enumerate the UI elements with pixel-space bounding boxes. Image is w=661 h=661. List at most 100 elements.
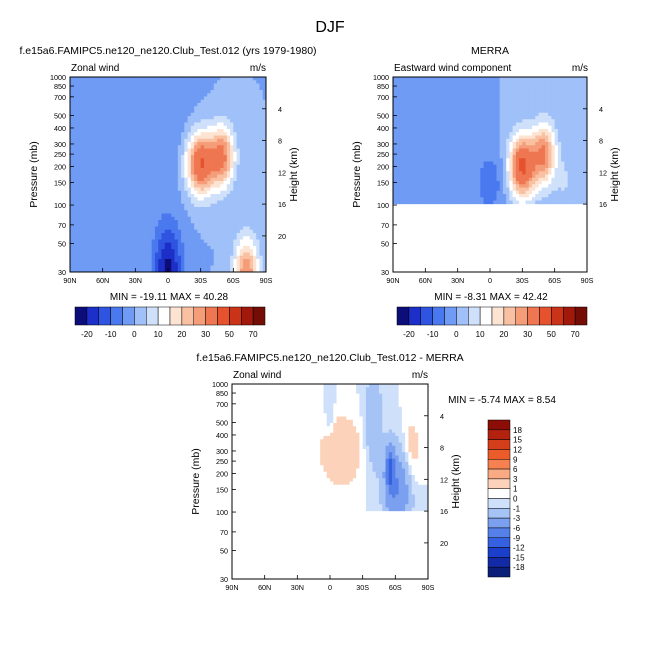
field-cell	[96, 171, 100, 175]
field-cell	[490, 122, 494, 127]
field-cell	[412, 109, 417, 114]
field-cell	[217, 200, 221, 205]
field-cell	[447, 109, 452, 114]
field-cell	[164, 181, 169, 185]
field-cell	[460, 135, 465, 140]
field-cell	[119, 259, 123, 263]
field-cell	[112, 106, 117, 110]
field-cell	[96, 216, 100, 221]
field-cell	[243, 116, 247, 120]
field-cell	[76, 109, 81, 114]
field-cell	[151, 265, 156, 270]
field-cell	[76, 86, 81, 91]
field-cell	[148, 259, 153, 263]
field-cell	[252, 197, 257, 201]
field-cell	[200, 200, 205, 205]
field-cell	[181, 236, 185, 240]
field-cell	[99, 99, 104, 104]
field-cell	[239, 262, 244, 266]
field-cell	[233, 119, 237, 123]
field-cell	[76, 158, 81, 162]
field-cell	[490, 142, 494, 146]
field-cell	[174, 259, 179, 263]
field-cell	[92, 90, 97, 94]
field-cell	[148, 145, 153, 149]
field-cell	[435, 93, 439, 97]
field-cell	[128, 216, 133, 221]
field-cell	[174, 249, 179, 253]
field-cell	[200, 216, 205, 221]
field-cell	[502, 135, 507, 140]
field-cell	[112, 200, 117, 205]
field-cell	[70, 112, 74, 117]
field-cell	[154, 255, 159, 260]
field-cell	[99, 207, 104, 211]
field-cell	[105, 190, 110, 195]
field-cell	[561, 112, 565, 117]
field-cell	[138, 265, 143, 270]
field-cell	[402, 109, 407, 114]
field-cell	[151, 200, 156, 205]
field-cell	[256, 242, 260, 247]
field-cell	[76, 187, 81, 192]
field-cell	[210, 151, 215, 156]
field-cell	[496, 103, 501, 107]
field-cell	[138, 181, 143, 185]
field-cell	[112, 246, 117, 250]
field-cell	[119, 246, 123, 250]
field-cell	[210, 177, 215, 182]
field-cell	[230, 259, 234, 263]
field-cell	[86, 229, 90, 234]
field-cell	[554, 93, 559, 97]
field-cell	[220, 200, 224, 205]
field-cell	[92, 262, 97, 266]
field-cell	[184, 122, 188, 127]
field-cell	[154, 174, 159, 179]
field-cell	[190, 155, 195, 159]
field-cell	[422, 142, 426, 146]
field-cell	[181, 181, 185, 185]
field-cell	[83, 86, 87, 91]
field-cell	[243, 184, 247, 188]
field-cell	[203, 109, 208, 114]
field-cell	[415, 77, 420, 81]
field-cell	[396, 125, 400, 130]
field-cell	[112, 135, 117, 140]
field-cell	[210, 122, 215, 127]
field-cell	[83, 93, 87, 97]
field-cell	[230, 112, 234, 117]
field-cell	[197, 122, 202, 127]
field-cell	[154, 200, 159, 205]
field-cell	[409, 77, 413, 81]
field-cell	[535, 109, 539, 114]
field-cell	[158, 142, 162, 146]
field-cell	[561, 138, 565, 143]
field-cell	[105, 174, 110, 179]
field-cell	[528, 125, 533, 130]
field-cell	[467, 80, 471, 84]
field-cell	[230, 155, 234, 159]
field-cell	[509, 93, 514, 97]
field-cell	[509, 116, 514, 120]
field-cell	[425, 122, 429, 127]
field-cell	[239, 216, 244, 221]
field-cell	[548, 86, 552, 91]
field-cell	[109, 168, 113, 172]
field-cell	[112, 207, 117, 211]
field-cell	[148, 255, 153, 260]
field-cell	[496, 119, 501, 123]
field-cell	[506, 93, 510, 97]
field-cell	[194, 262, 198, 266]
field-cell	[207, 200, 211, 205]
field-cell	[447, 116, 452, 120]
field-cell	[396, 116, 400, 120]
field-cell	[96, 148, 100, 153]
field-cell	[236, 177, 241, 182]
field-cell	[447, 103, 452, 107]
field-cell	[105, 90, 110, 94]
field-cell	[79, 194, 84, 198]
field-cell	[86, 168, 90, 172]
field-cell	[252, 181, 257, 185]
field-cell	[161, 86, 166, 91]
field-cell	[119, 262, 123, 266]
